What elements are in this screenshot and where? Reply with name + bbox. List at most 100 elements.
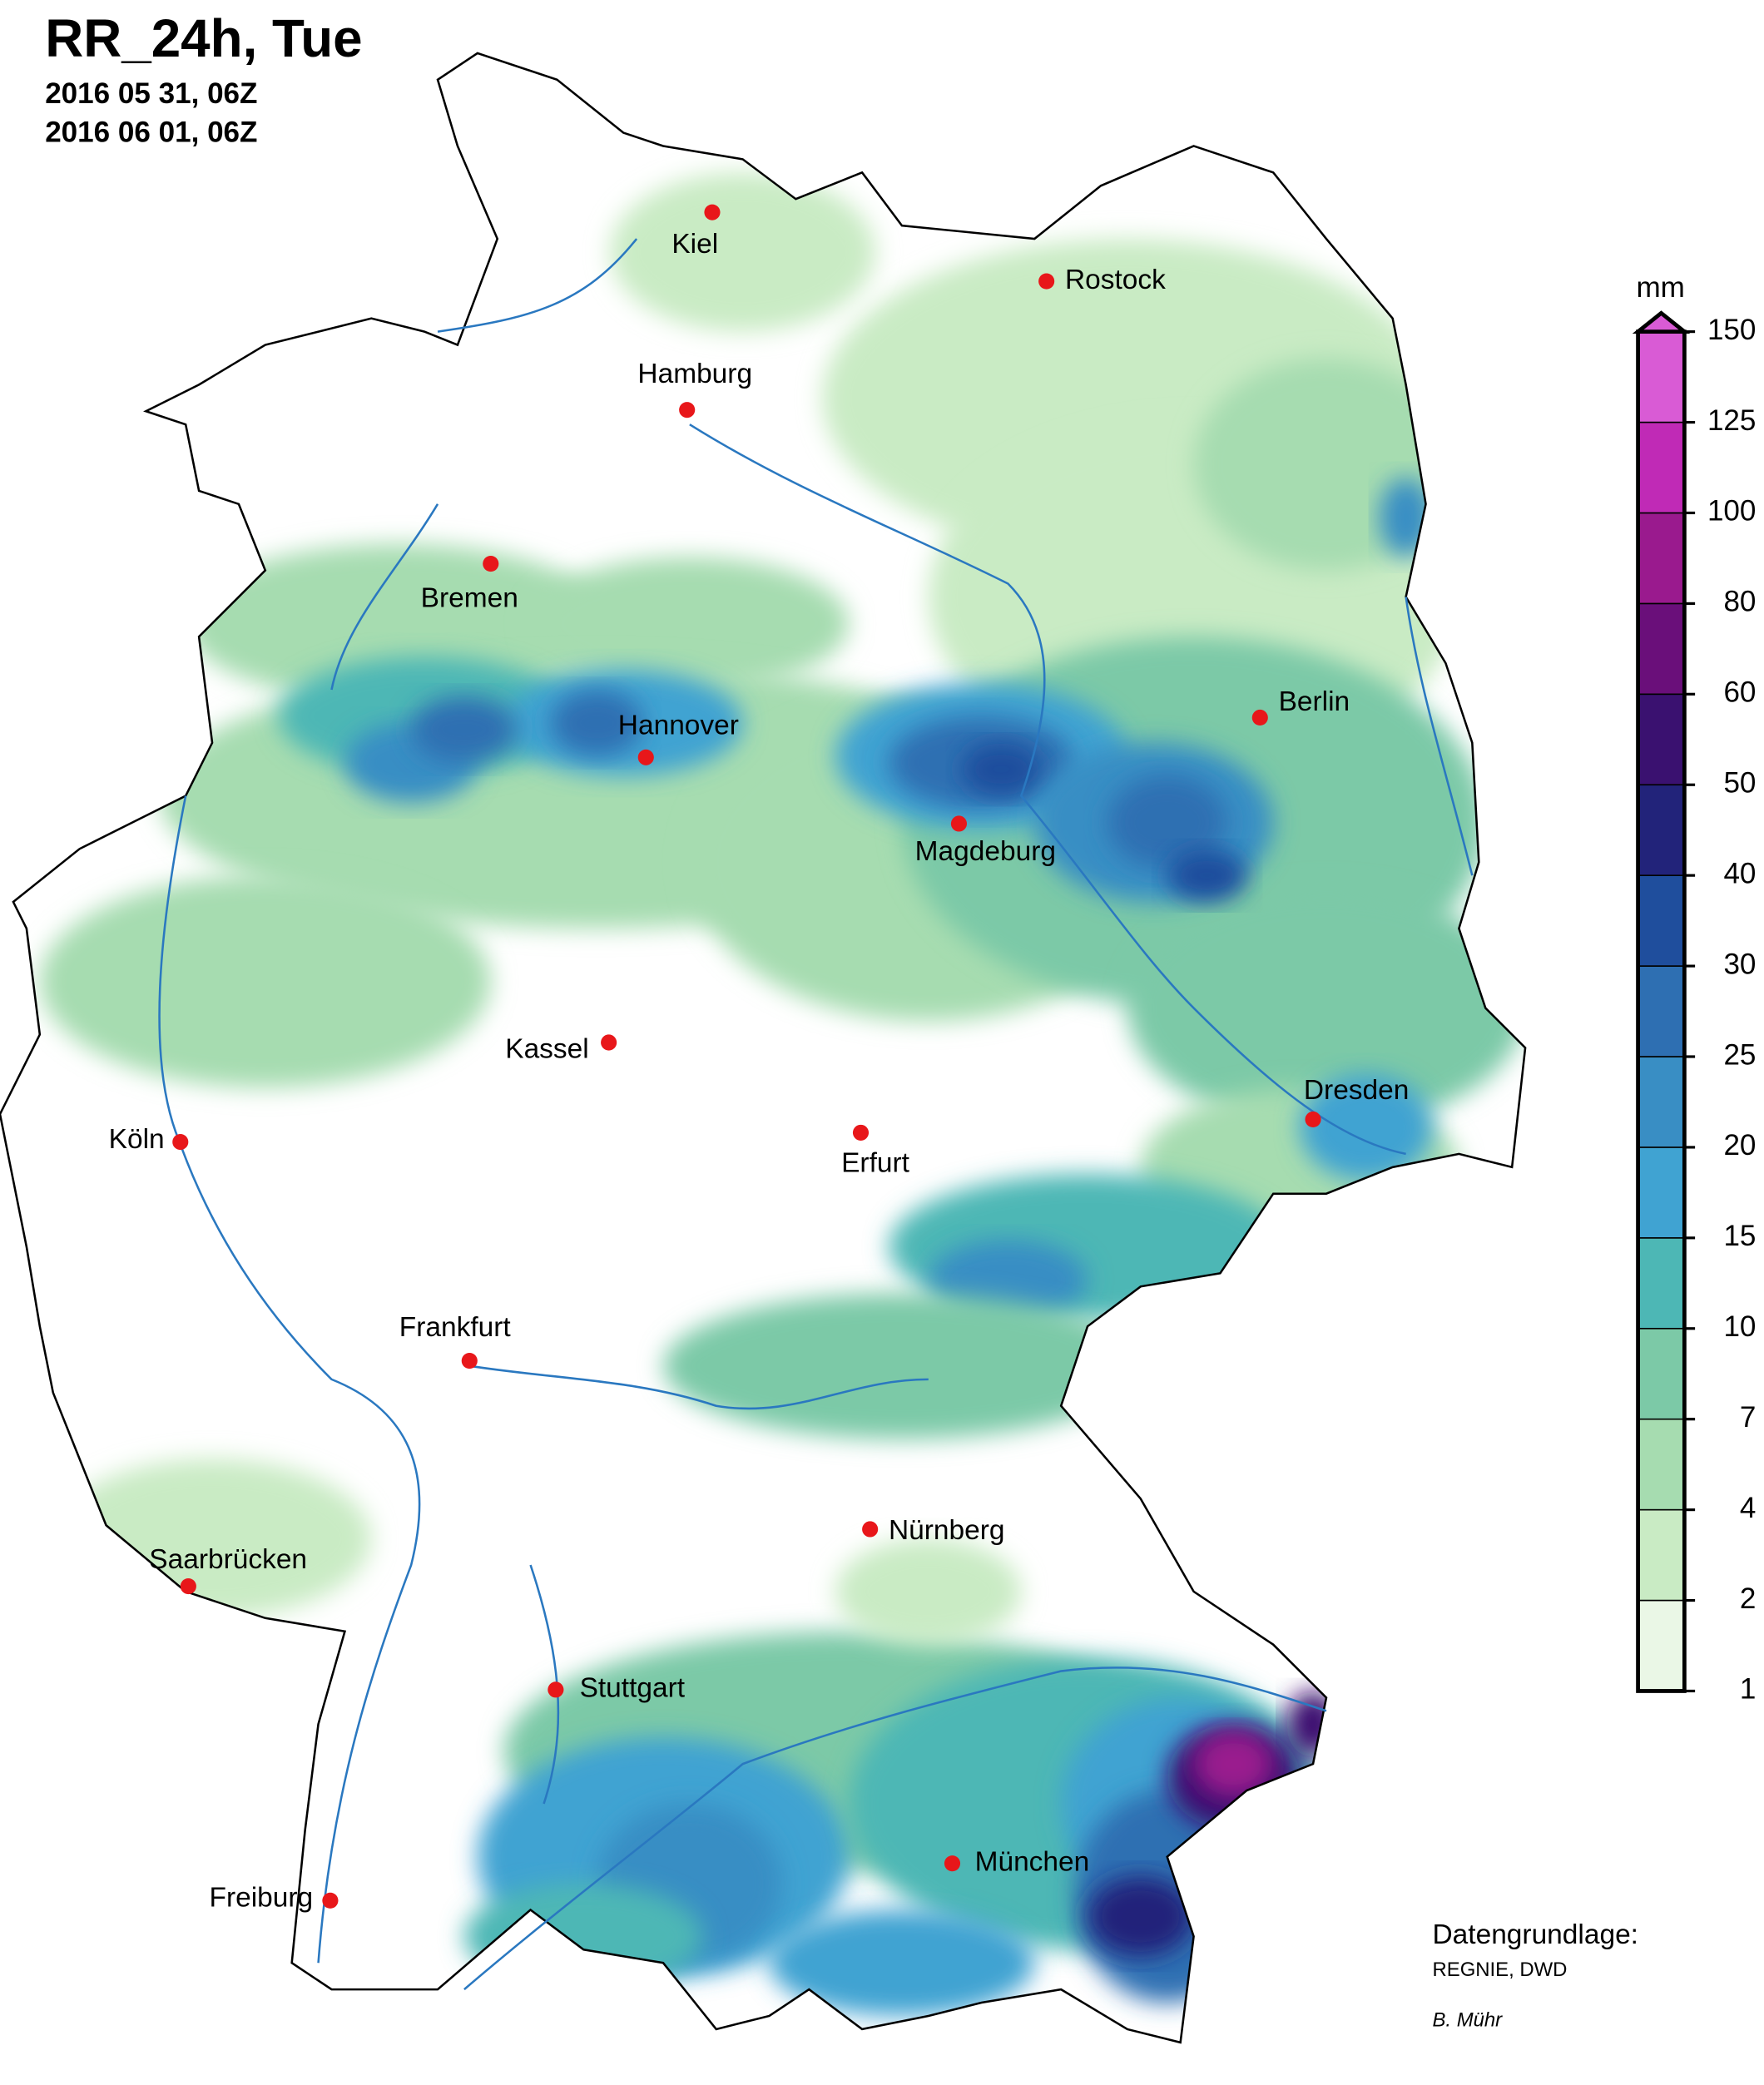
city-marker <box>950 815 968 832</box>
rain-cell <box>1379 477 1433 557</box>
country-outline <box>0 52 1527 2044</box>
city-label: Stuttgart <box>580 1673 686 1704</box>
legend-tick-label: 25 <box>1723 1038 1756 1071</box>
legend-tick-label: 4 <box>1740 1492 1757 1524</box>
city-marker <box>1038 273 1055 290</box>
city-marker <box>180 1577 196 1595</box>
city-marker <box>852 1124 870 1141</box>
legend-tick-label: 50 <box>1723 767 1756 800</box>
legend-bin <box>1637 602 1686 696</box>
city-label: München <box>975 1847 1090 1878</box>
city-marker <box>944 1855 961 1872</box>
legend-bin <box>1637 512 1686 605</box>
legend-bin <box>1637 784 1686 876</box>
city-label: Nürnberg <box>889 1515 1005 1546</box>
rain-cell <box>1127 889 1526 1128</box>
legend-tick-label: 80 <box>1723 586 1756 618</box>
legend-bin <box>1637 1508 1686 1602</box>
city-marker <box>679 402 696 418</box>
city-marker <box>483 556 499 572</box>
legend-tick-label: 20 <box>1723 1129 1756 1161</box>
city-marker <box>1305 1111 1321 1128</box>
legend-tick-label: 15 <box>1723 1220 1756 1252</box>
city-marker <box>322 1892 339 1909</box>
legend-tick-label: 60 <box>1723 676 1756 709</box>
rain-cell <box>1193 1731 1274 1797</box>
legend-bin <box>1637 693 1686 786</box>
legend-bin <box>1637 1056 1686 1148</box>
source: REGNIE, DWD <box>1433 1959 1568 1981</box>
city-marker <box>461 1352 478 1369</box>
rain-cell <box>835 1538 1022 1645</box>
city-marker <box>704 204 721 220</box>
rain-cell <box>769 1909 1035 2016</box>
rain-cell <box>186 543 611 703</box>
author: B. Mühr <box>1433 2009 1504 2032</box>
legend-bin <box>1637 1418 1686 1511</box>
river-main <box>470 1364 929 1410</box>
city-label: Bremen <box>421 582 518 613</box>
legend-unit: mm <box>1636 271 1684 304</box>
city-label: Köln <box>109 1124 165 1155</box>
period-start: 2016 05 31, 06Z <box>45 77 257 110</box>
city-label: Magdeburg <box>915 836 1056 867</box>
city-marker <box>601 1034 617 1051</box>
city-label: Kassel <box>505 1033 588 1064</box>
legend-tick-label: 10 <box>1723 1310 1756 1343</box>
city-label: Kiel <box>671 229 718 260</box>
color-legend: mm 1 2 4 7 10 15 20 25 30 40 50 60 80 100 125 150 <box>1632 271 1757 1706</box>
city-label: Hamburg <box>637 359 752 389</box>
period-end: 2016 06 01, 06Z <box>45 116 257 148</box>
legend-bin <box>1637 1327 1686 1420</box>
legend-bin <box>1637 1599 1686 1692</box>
legend-arrow <box>1632 310 1691 334</box>
city-label: Hannover <box>618 710 739 740</box>
map-title: RR_24h, Tue <box>45 8 362 68</box>
city-marker <box>172 1133 189 1151</box>
rain-cell <box>1107 775 1227 869</box>
rivers <box>158 238 1474 1991</box>
city-label: Dresden <box>1304 1075 1410 1106</box>
river-elbe <box>689 423 1406 1156</box>
river <box>437 238 638 333</box>
river-weser <box>330 503 439 691</box>
legend-bin <box>1637 330 1686 423</box>
rain-cell <box>39 875 491 1088</box>
rain-cell <box>411 696 518 763</box>
rain-cell <box>961 742 1042 796</box>
rain-cell <box>662 1293 1141 1439</box>
river-danube <box>463 1667 1327 1991</box>
city-label: Rostock <box>1065 265 1166 295</box>
city-marker <box>637 749 654 765</box>
city-marker <box>548 1681 564 1698</box>
rain-cell <box>52 1459 372 1618</box>
legend-tick-label: 7 <box>1740 1401 1757 1434</box>
city-marker <box>1251 709 1268 726</box>
rain-cell <box>1088 1876 1194 1957</box>
legend-bin <box>1637 1237 1686 1330</box>
legend-tick-label: 2 <box>1740 1582 1757 1615</box>
legend-tick-label: 30 <box>1723 948 1756 980</box>
legend-tick-label: 100 <box>1707 495 1756 527</box>
city-label: Frankfurt <box>399 1312 512 1343</box>
river-oder <box>1405 597 1474 876</box>
legend-tick-label: 40 <box>1723 857 1756 889</box>
legend-tick-label: 150 <box>1707 314 1756 346</box>
legend-bin <box>1637 874 1686 967</box>
rain-cell <box>610 172 876 332</box>
legend-tick-label: 125 <box>1707 404 1756 437</box>
rain-cell <box>1300 1074 1433 1181</box>
rain-cell <box>550 690 644 756</box>
legend-bin <box>1637 421 1686 514</box>
legend-bin <box>1637 1147 1686 1239</box>
river-rhine <box>158 795 421 1964</box>
legend-tick-label: 1 <box>1740 1673 1757 1706</box>
rain-cell <box>530 557 850 690</box>
city-label: Freiburg <box>210 1883 314 1914</box>
legend-bin <box>1637 965 1686 1057</box>
source-label: Datengrundlage: <box>1433 1919 1639 1950</box>
rain-cell <box>1167 849 1247 903</box>
city-label: Berlin <box>1279 686 1350 717</box>
